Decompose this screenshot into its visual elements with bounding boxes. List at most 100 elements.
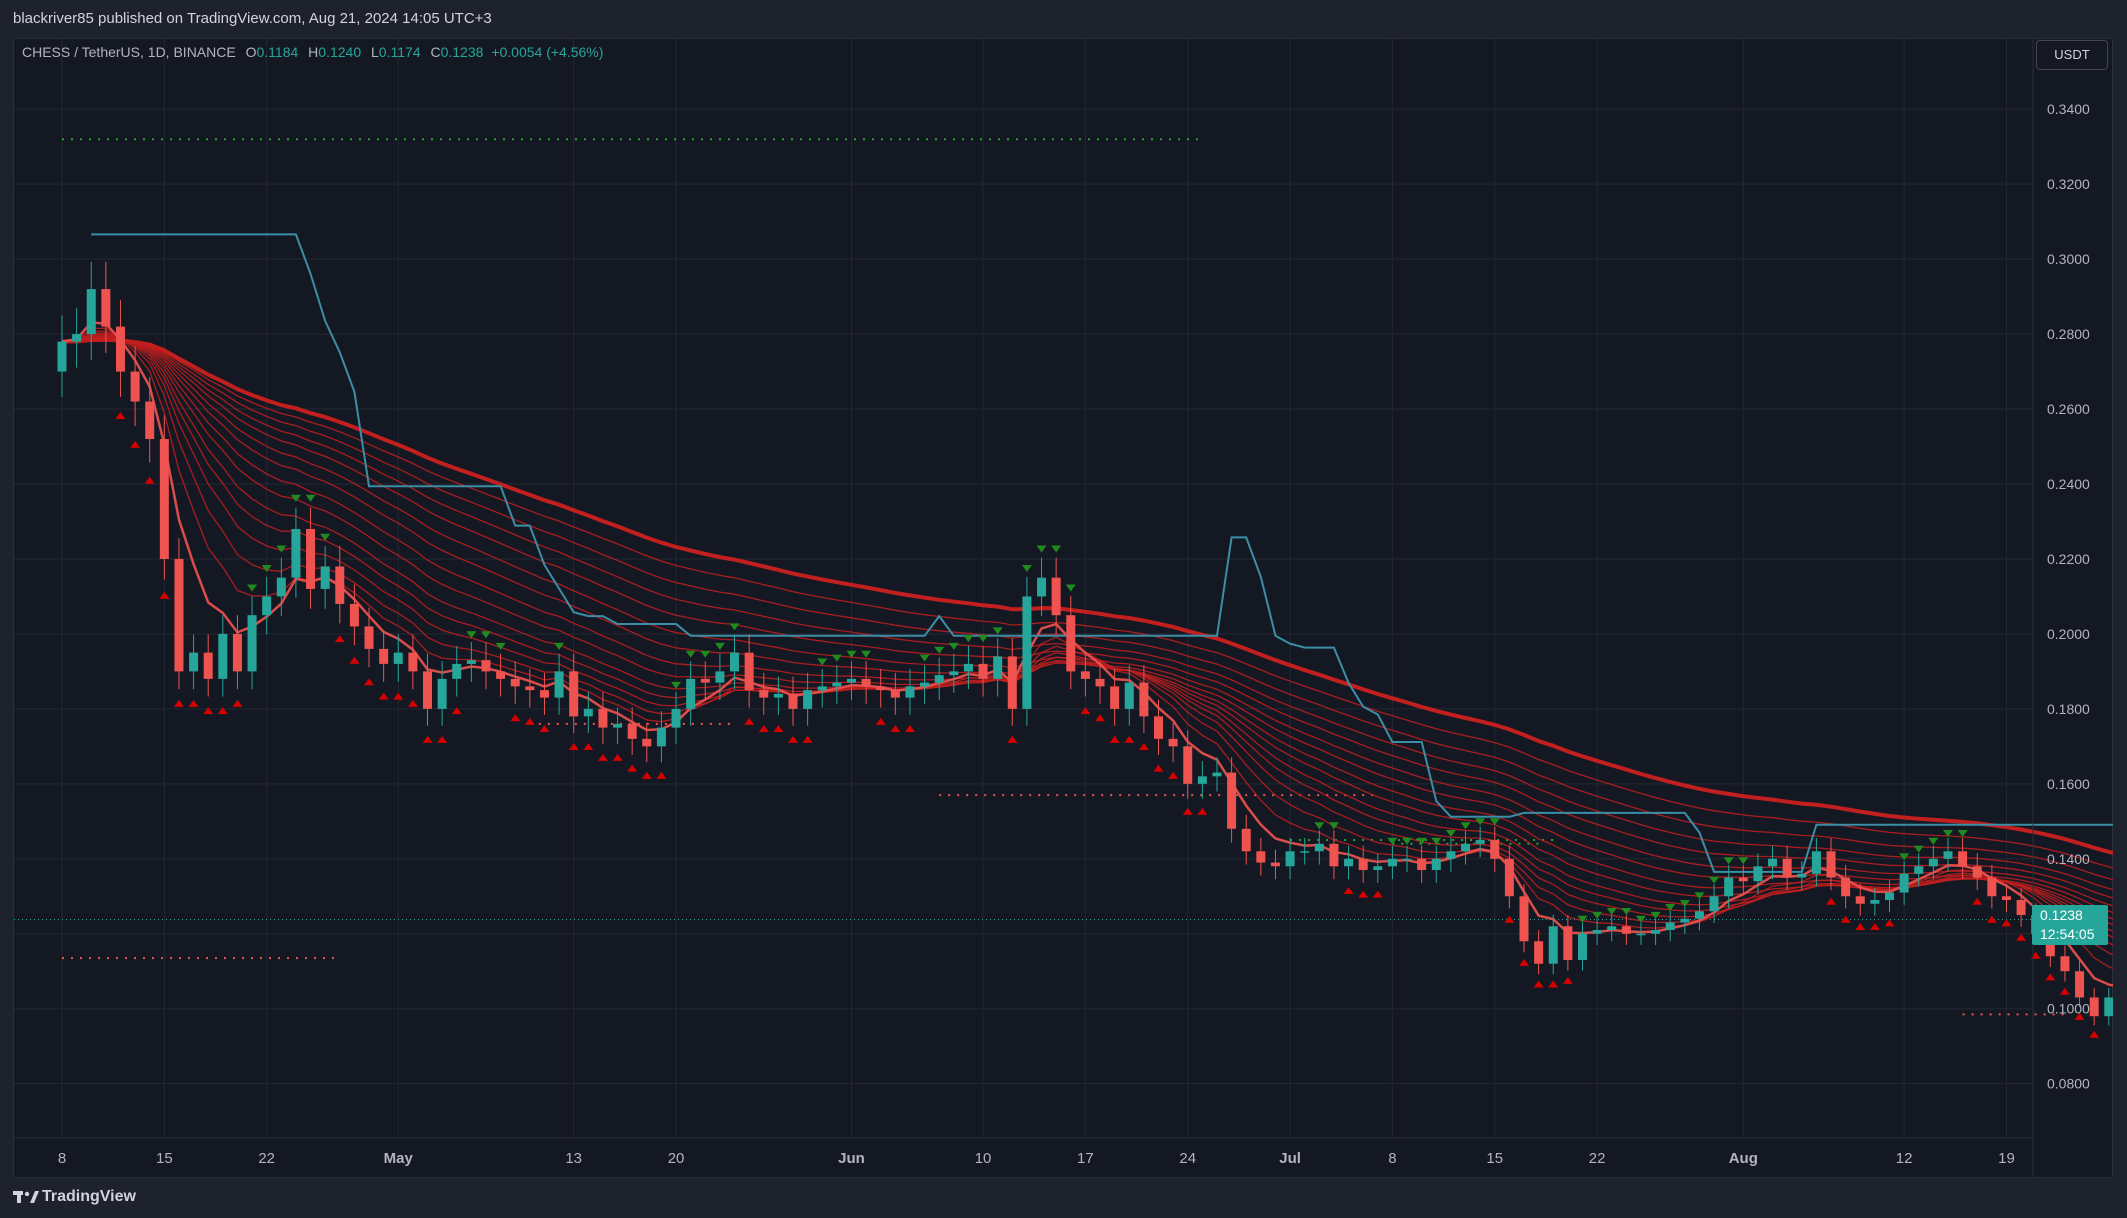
- bar-countdown: 12:54:05: [2040, 926, 2095, 942]
- signal-up-marker: [1606, 907, 1617, 915]
- signal-up-marker: [1328, 822, 1339, 830]
- signal-down-marker: [773, 725, 784, 733]
- candle-body: [1051, 577, 1061, 616]
- candle-body: [1738, 877, 1748, 882]
- publisher-bar: blackriver85 published on TradingView.co…: [0, 0, 2127, 38]
- signal-down-marker: [1372, 890, 1383, 898]
- candle-body: [349, 603, 359, 627]
- signal-down-marker: [627, 764, 638, 772]
- signal-up-marker: [1577, 915, 1588, 923]
- candle-body: [1899, 873, 1909, 893]
- signal-down-marker: [1153, 764, 1164, 772]
- signal-down-marker: [173, 699, 184, 707]
- candle-body: [1680, 918, 1690, 923]
- trail-line: [91, 233, 2113, 873]
- time-tick-label: 20: [668, 1150, 685, 1167]
- candle-body: [408, 652, 418, 672]
- candle-body: [1183, 746, 1193, 784]
- signal-down-marker: [378, 692, 389, 700]
- candle-body: [1329, 843, 1339, 867]
- price-tick-label: 0.3200: [2047, 176, 2090, 192]
- candle-body: [1066, 615, 1076, 672]
- signal-up-marker: [1913, 845, 1924, 853]
- time-tick-label: Jun: [838, 1150, 865, 1167]
- signal-down-marker: [232, 699, 243, 707]
- candle-body: [145, 401, 155, 440]
- time-axis[interactable]: 8 15 22 May 13 20 Jun 10 17 24 Jul 8 15 22 Aug 12 19: [58, 1150, 2015, 1167]
- candle-body: [1344, 858, 1354, 867]
- ema-line: [61, 338, 2113, 891]
- signal-down-marker: [1080, 707, 1091, 715]
- candle-body: [452, 663, 462, 679]
- signal-down-marker: [744, 717, 755, 725]
- signal-up-marker: [1051, 545, 1062, 553]
- candle-body: [1811, 851, 1821, 874]
- signal-down-marker: [612, 753, 623, 761]
- signal-up-marker: [1021, 564, 1032, 572]
- grid: [14, 39, 2033, 1138]
- ema-line: [61, 337, 2113, 899]
- signal-up-marker: [978, 635, 989, 643]
- candle-body: [276, 577, 286, 597]
- candle-body: [1914, 866, 1924, 874]
- signal-down-marker: [641, 771, 652, 779]
- signal-up-marker: [261, 564, 272, 572]
- signal-down-marker: [1168, 771, 1179, 779]
- signal-down-marker: [159, 591, 170, 599]
- signal-up-marker: [320, 533, 331, 541]
- signal-down-marker: [2089, 1030, 2100, 1038]
- signal-up-marker: [247, 584, 258, 592]
- candle-body: [1080, 671, 1090, 679]
- candle-body: [1270, 862, 1280, 867]
- signal-down-marker: [1548, 980, 1559, 988]
- signal-up-marker: [1592, 911, 1603, 919]
- candle-body: [510, 678, 520, 687]
- candle-body: [2060, 956, 2070, 972]
- candle-body: [247, 615, 257, 672]
- candle-body: [963, 663, 973, 672]
- time-tick-label: 15: [156, 1150, 173, 1167]
- candle-body: [232, 633, 242, 672]
- low-key: L: [371, 44, 379, 60]
- price-tick-label: 0.3000: [2047, 251, 2090, 267]
- candle-body: [57, 341, 67, 372]
- candle-body: [1548, 926, 1558, 964]
- signal-up-marker: [685, 650, 696, 658]
- candle-body: [627, 723, 637, 739]
- footer-bar: TradingView: [0, 1178, 2127, 1218]
- price-chart[interactable]: 0.08000.10000.12000.14000.16000.18000.20…: [13, 38, 2113, 1178]
- signal-up-marker: [671, 681, 682, 689]
- candle-body: [496, 671, 506, 679]
- candle-body: [1592, 929, 1602, 934]
- signal-up-marker: [305, 494, 316, 502]
- signal-down-marker: [1358, 890, 1369, 898]
- signal-down-marker: [1972, 897, 1983, 905]
- currency-button[interactable]: USDT: [2036, 40, 2108, 70]
- signal-down-marker: [1562, 976, 1573, 984]
- candle-body: [1782, 858, 1792, 878]
- sequential-signals: [115, 412, 2100, 1038]
- symbol-legend: CHESS / TetherUS, 1D, BINANCE O0.1184 H0…: [22, 44, 603, 60]
- signal-down-marker: [1343, 886, 1354, 894]
- signal-up-marker: [1314, 822, 1325, 830]
- candle-body: [1563, 926, 1573, 960]
- time-tick-label: Aug: [1729, 1150, 1758, 1167]
- candle-body: [773, 693, 783, 698]
- candle-body: [379, 648, 389, 664]
- candle-body: [174, 558, 184, 672]
- signal-down-marker: [407, 699, 418, 707]
- high-value: 0.1240: [318, 44, 362, 60]
- signal-down-marker: [1986, 915, 1997, 923]
- candle-body: [1285, 851, 1295, 867]
- signal-up-marker: [276, 545, 287, 553]
- candle-body: [1504, 858, 1514, 897]
- candle-body: [1168, 738, 1178, 747]
- candle-body: [1022, 596, 1032, 709]
- candle-body: [1709, 896, 1719, 912]
- signal-down-marker: [568, 743, 579, 751]
- candle-body: [466, 660, 476, 664]
- candle-body: [1197, 776, 1207, 784]
- close-value: 0.1238: [440, 44, 484, 60]
- candle-body: [306, 528, 316, 589]
- tradingview-logo-icon: [13, 1191, 39, 1203]
